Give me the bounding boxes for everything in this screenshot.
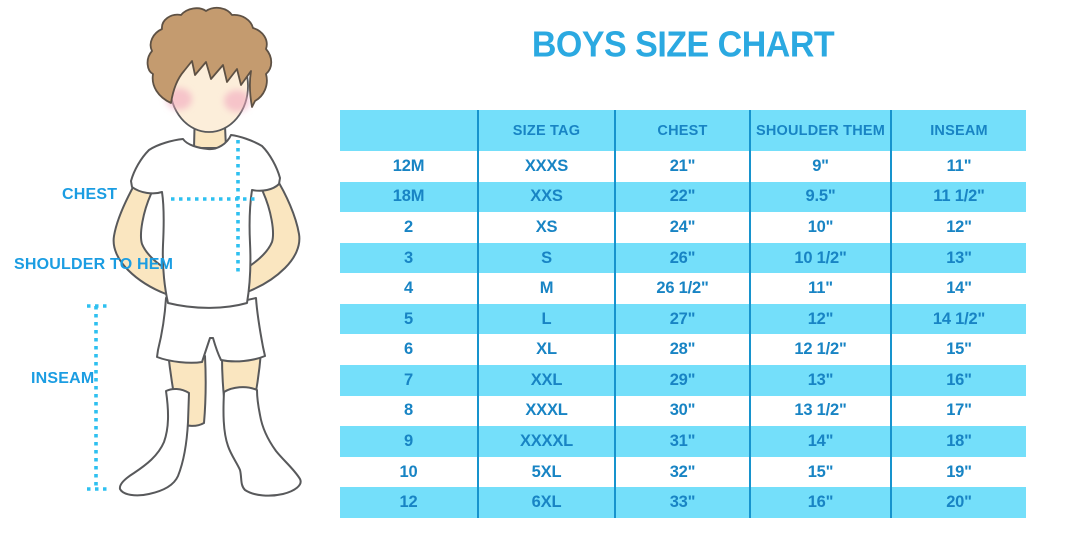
boy-arms — [112, 177, 301, 295]
value-cell: 30" — [614, 395, 750, 427]
boy-shorts — [156, 297, 266, 364]
boy-shirt — [130, 134, 281, 309]
value-cell: 14" — [749, 426, 891, 457]
value-cell: 13" — [749, 365, 891, 396]
value-cell: 11" — [890, 151, 1026, 182]
table-row: 8 XXXL 30" 13 1/2" 17" — [340, 395, 1026, 427]
value-cell: 16" — [890, 365, 1026, 396]
boy-hair — [146, 6, 273, 108]
value-cell: 6XL — [477, 487, 615, 518]
value-cell: XXL — [477, 365, 615, 396]
table-row: 7 XXL 29" 13" 16" — [340, 365, 1026, 396]
table-row: 2 XS 24" 10" 12" — [340, 212, 1026, 243]
size-label-cell: 9 — [340, 426, 478, 457]
size-label-cell: 18M — [340, 181, 478, 213]
measurement-lines — [87, 140, 258, 491]
value-cell: 24" — [614, 212, 750, 243]
value-cell: XS — [477, 212, 615, 243]
value-cell: 14" — [890, 273, 1026, 304]
value-cell: L — [477, 303, 615, 335]
value-cell: 31" — [614, 426, 750, 457]
value-cell: 32" — [614, 456, 750, 488]
size-label-cell: 12M — [392, 156, 425, 175]
value-cell: 11 1/2" — [890, 181, 1026, 213]
shoulder-to-hem-label: SHOULDER TO HEM — [14, 256, 174, 273]
header-size-tag: SIZE TAG — [477, 110, 615, 151]
value-cell: 28" — [614, 334, 750, 366]
size-label-cell: 2 — [404, 217, 413, 236]
table-row: 10 5XL 32" 15" 19" — [340, 456, 1026, 488]
value-cell: 9" — [749, 151, 891, 182]
value-cell: 20" — [890, 487, 1026, 518]
boy-illustration-icon — [87, 6, 302, 497]
size-label-cell: 12 — [340, 487, 478, 518]
value-cell: 10" — [749, 212, 891, 243]
size-label-cell: 5 — [340, 303, 478, 335]
table-header-row: SIZE TAG CHEST SHOULDER THEM INSEAM — [340, 110, 1026, 151]
value-cell: 12 1/2" — [749, 334, 891, 366]
boy-socks — [118, 386, 302, 497]
value-cell: 15" — [749, 456, 891, 488]
value-cell: 9.5" — [749, 181, 891, 213]
header-age — [340, 110, 478, 151]
value-cell: 22" — [614, 181, 750, 213]
table-row: 3 S 26" 10 1/2" 13" — [340, 242, 1026, 274]
size-label-cell: 6 — [404, 340, 413, 359]
size-table-body: 12M XXXS 21" 9" 11" 18M XXS 22" 9.5" 11 1/2" 2 XS 24… — [340, 151, 1026, 518]
value-cell: XL — [477, 334, 615, 366]
value-cell: 21" — [614, 151, 750, 182]
size-table: SIZE TAG CHEST SHOULDER THEM INSEAM 12M X… — [340, 110, 1026, 518]
value-cell: S — [477, 242, 615, 274]
value-cell: 15" — [890, 334, 1026, 366]
table-row: 6 XL 28" 12 1/2" 15" — [340, 334, 1026, 366]
value-cell: 19" — [890, 456, 1026, 488]
inseam-label: INSEAM — [31, 370, 95, 387]
value-cell: 17" — [890, 395, 1026, 427]
table-row: 4 M 26 1/2" 11" 14" — [340, 273, 1026, 304]
header-chest: CHEST — [614, 110, 750, 151]
table-row: 18M XXS 22" 9.5" 11 1/2" — [340, 181, 1026, 213]
header-inseam: INSEAM — [890, 110, 1026, 151]
value-cell: M — [477, 273, 615, 304]
value-cell: 12" — [749, 303, 891, 335]
value-cell: 12" — [890, 212, 1026, 243]
value-cell: 10 1/2" — [749, 242, 891, 274]
value-cell: 33" — [614, 487, 750, 518]
size-label-cell: 10 — [399, 462, 418, 481]
table-row: 12M XXXS 21" 9" 11" — [340, 151, 1026, 182]
value-cell: XXS — [477, 181, 615, 213]
size-label-cell: 3 — [340, 242, 478, 274]
value-cell: 11" — [749, 273, 891, 304]
table-row: 9 XXXXL 31" 14" 18" — [340, 426, 1026, 457]
value-cell: 14 1/2" — [890, 303, 1026, 335]
value-cell: XXXXL — [477, 426, 615, 457]
value-cell: 26 1/2" — [614, 273, 750, 304]
size-label-cell: 7 — [340, 365, 478, 396]
value-cell: 18" — [890, 426, 1026, 457]
size-label-cell: 8 — [404, 401, 413, 420]
value-cell: 16" — [749, 487, 891, 518]
value-cell: 27" — [614, 303, 750, 335]
value-cell: XXXS — [477, 151, 615, 182]
chest-label: CHEST — [62, 186, 118, 203]
page-title: BOYS SIZE CHART — [531, 25, 835, 65]
measurement-figure: CHEST SHOULDER TO HEM INSEAM — [0, 0, 340, 545]
value-cell: 5XL — [477, 456, 615, 488]
value-cell: 13" — [890, 242, 1026, 274]
header-shoulder: SHOULDER THEM — [749, 110, 891, 151]
value-cell: 26" — [614, 242, 750, 274]
value-cell: 29" — [614, 365, 750, 396]
value-cell: XXXL — [477, 395, 615, 427]
table-row: 12 6XL 33" 16" 20" — [340, 487, 1026, 518]
table-row: 5 L 27" 12" 14 1/2" — [340, 303, 1026, 335]
size-label-cell: 4 — [404, 279, 413, 298]
value-cell: 13 1/2" — [749, 395, 891, 427]
